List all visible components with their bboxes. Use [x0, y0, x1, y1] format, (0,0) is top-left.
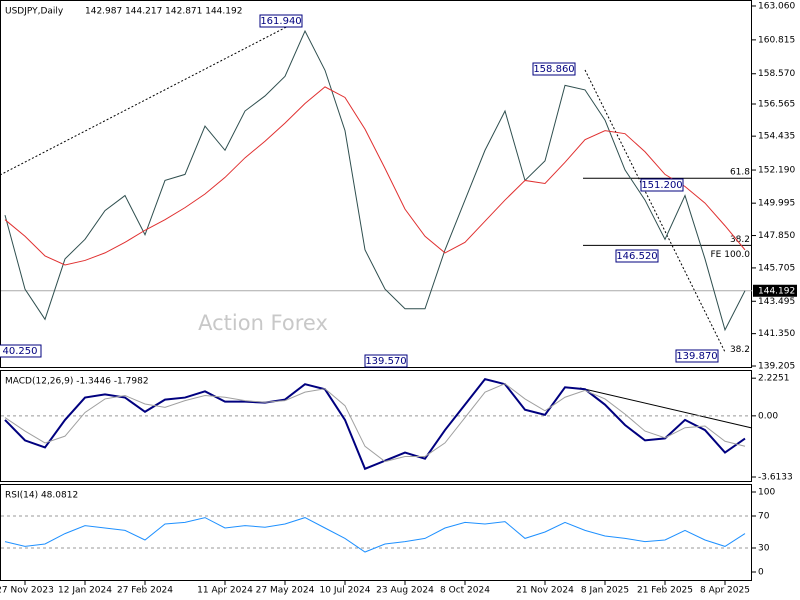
panel-title: USDJPY,Daily [5, 7, 64, 17]
y-tick-label: 100 [758, 488, 775, 498]
price-annotation: 151.200 [640, 178, 684, 192]
x-tick-label: 8 Apr 2025 [700, 586, 750, 596]
price-annotation: 139.870 [675, 349, 719, 363]
rsi-frame [0, 484, 752, 581]
x-tick-label: 8 Oct 2024 [440, 586, 490, 596]
x-tick-label: 27 Feb 2024 [117, 586, 173, 596]
projection-line [584, 69, 726, 353]
y-tick-label: 141.350 [758, 329, 795, 339]
annotation-box [615, 249, 659, 263]
x-tick-label: 11 Apr 2024 [197, 586, 253, 596]
annotation-label: 146.520 [616, 251, 657, 262]
y-tick-label: 70 [758, 512, 770, 522]
series-line [4, 29, 746, 332]
y-tick-label: 2.2251 [758, 374, 790, 384]
annotation-label: 139.570 [365, 356, 406, 367]
trend-line [0, 19, 301, 176]
series-line [4, 517, 746, 553]
annotation-box [259, 14, 303, 28]
fib-label: 38.2 [730, 345, 750, 355]
annotation-label: 158.860 [533, 64, 574, 75]
x-tick-label: 8 Jan 2025 [581, 586, 629, 596]
price-annotation: 158.860 [532, 62, 576, 76]
series-line [4, 377, 746, 471]
y-tick-label: 152.190 [758, 166, 795, 176]
annotation-box [532, 62, 576, 76]
price-annotation: 40.250 [0, 344, 42, 358]
panel-subtitle: 142.987 144.217 142.871 144.192 [85, 7, 242, 17]
x-tick-label: 21 Feb 2025 [637, 586, 693, 596]
annotation-box [0, 344, 42, 358]
macd-frame [0, 370, 752, 482]
price-annotation: 161.940 [259, 14, 303, 28]
price-label: 144.192 [758, 286, 795, 296]
annotation-box [675, 349, 719, 363]
series-line [4, 383, 746, 463]
x-tick-label: 27 May 2024 [256, 586, 315, 596]
y-tick-label: 156.565 [758, 100, 795, 110]
y-tick-label: 149.995 [758, 199, 795, 209]
annotation-box [364, 354, 408, 368]
y-tick-label: 139.205 [758, 362, 795, 372]
y-tick-label: 158.570 [758, 69, 795, 79]
annotation-label: 161.940 [260, 16, 301, 27]
y-tick-label: 147.850 [758, 231, 795, 241]
price-annotation: 146.520 [615, 249, 659, 263]
x-tick-label: 21 Nov 2024 [516, 586, 574, 596]
y-tick-label: 160.815 [758, 35, 795, 45]
fib-label: 61.8 [730, 168, 750, 178]
y-tick-label: 30 [758, 544, 770, 554]
annotation-label: 40.250 [3, 346, 38, 357]
price-annotation: 139.570 [364, 354, 408, 368]
x-tick-label: 12 Jan 2024 [58, 586, 112, 596]
annotation-label: 151.200 [641, 180, 682, 191]
panel-title: MACD(12,26,9) -1.3446 -1.7982 [5, 377, 149, 387]
y-tick-label: 143.495 [758, 297, 795, 307]
fib-label: FE 100.0 [711, 250, 751, 260]
x-tick-label: 10 Jul 2024 [320, 586, 371, 596]
y-tick-label: -3.6133 [758, 472, 793, 482]
y-tick-label: 154.435 [758, 132, 795, 142]
annotation-box [640, 178, 684, 192]
x-tick-label: 23 Aug 2024 [376, 586, 434, 596]
fib-label: 38.2 [730, 235, 750, 245]
macd-trend-line [579, 387, 753, 429]
watermark: Action Forex [198, 311, 328, 335]
series-line [4, 86, 746, 266]
y-tick-label: 145.705 [758, 263, 795, 273]
y-tick-label: 0.00 [758, 411, 778, 421]
y-tick-label: 163.060 [758, 1, 795, 11]
annotation-label: 139.870 [676, 351, 717, 362]
panel-title: RSI(14) 48.0812 [5, 491, 78, 501]
price-box [753, 284, 797, 297]
x-tick-label: 27 Nov 2023 [0, 586, 54, 596]
y-tick-label: 0 [758, 568, 764, 578]
